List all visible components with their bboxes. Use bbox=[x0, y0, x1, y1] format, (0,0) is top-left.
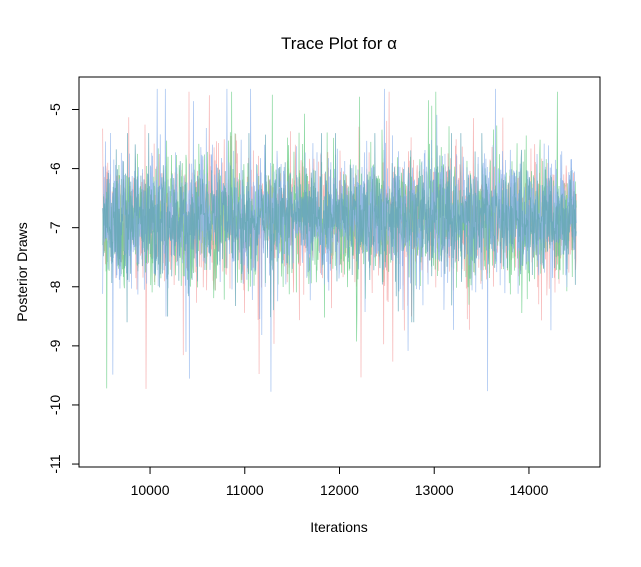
x-tick-label: 13000 bbox=[415, 482, 454, 498]
x-axis: 10000 11000 12000 13000 14000 bbox=[131, 467, 549, 498]
y-tick-label: -7 bbox=[47, 221, 63, 234]
x-tick-label: 14000 bbox=[509, 482, 548, 498]
chart-title: Trace Plot for α bbox=[281, 34, 397, 53]
x-tick-label: 12000 bbox=[320, 482, 359, 498]
x-axis-label: Iterations bbox=[310, 519, 368, 535]
y-tick-label: -11 bbox=[47, 454, 63, 473]
y-axis: -5 -6 -7 -8 -9 -10 -11 bbox=[47, 103, 79, 474]
y-tick-label: -9 bbox=[47, 339, 63, 352]
trace-series-4 bbox=[102, 133, 577, 323]
y-axis-label: Posterior Draws bbox=[14, 222, 30, 322]
x-tick-label: 10000 bbox=[131, 482, 170, 498]
y-tick-label: -10 bbox=[47, 395, 63, 415]
x-tick-label: 11000 bbox=[226, 482, 264, 498]
series-layer bbox=[102, 88, 577, 392]
y-tick-label: -6 bbox=[47, 162, 63, 175]
y-tick-label: -5 bbox=[47, 103, 63, 116]
y-tick-label: -8 bbox=[47, 280, 63, 293]
